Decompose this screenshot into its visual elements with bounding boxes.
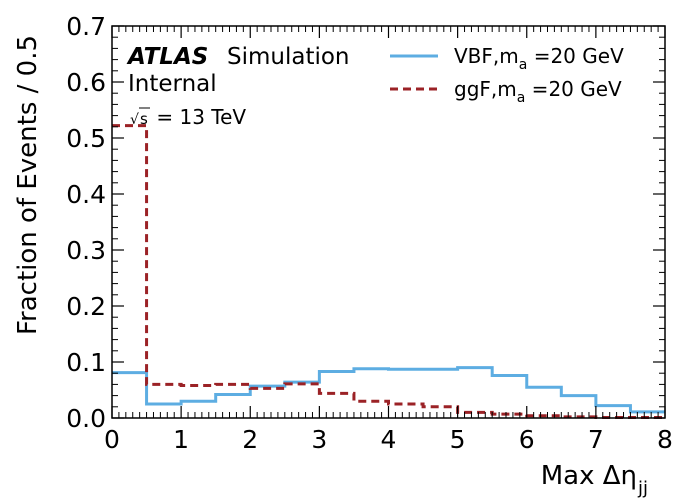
y-tick-label: 0.1 xyxy=(66,348,106,377)
x-tick-label: 5 xyxy=(450,425,466,454)
x-tick-label: 2 xyxy=(242,425,258,454)
svg-text:√: √ xyxy=(130,112,139,128)
x-axis-title-main: Max Δη xyxy=(541,461,637,491)
legend-entry-ggf: ggF,ma =20 GeV xyxy=(390,77,622,106)
y-tick-label: 0.4 xyxy=(66,180,106,209)
x-tick-label: 1 xyxy=(173,425,189,454)
x-axis-title: Max Δη jj xyxy=(541,461,648,499)
legend-label-ggf: ggF,ma =20 GeV xyxy=(454,77,622,106)
legend-entry-vbf: VBF,ma =20 GeV xyxy=(390,44,624,73)
y-tick-label: 0.2 xyxy=(66,292,106,321)
energy-value: = 13 TeV xyxy=(150,105,246,129)
y-tick-label: 0.3 xyxy=(66,236,106,265)
series-line-vbf xyxy=(112,366,665,414)
x-axis-title-subscript: jj xyxy=(637,478,648,499)
y-tick-label: 0.6 xyxy=(66,68,106,97)
x-tick-label: 8 xyxy=(657,425,673,454)
series-line-ggf xyxy=(112,124,665,419)
y-tick-label: 0.7 xyxy=(66,12,106,41)
energy-sqrt-s: s xyxy=(140,110,148,128)
energy-label: √ s = 13 TeV xyxy=(130,105,246,129)
legend: VBF,ma =20 GeV ggF,ma =20 GeV xyxy=(390,44,624,106)
y-tick-label: 0.5 xyxy=(66,124,106,153)
x-tick-label: 0 xyxy=(104,425,120,454)
x-tick-label: 6 xyxy=(519,425,535,454)
x-tick-label: 4 xyxy=(381,425,397,454)
atlas-experiment-label: ATLAS xyxy=(126,44,208,70)
x-tick-label: 7 xyxy=(588,425,604,454)
atlas-simulation-label: Simulation xyxy=(227,44,350,70)
atlas-status-label: Internal xyxy=(128,71,217,97)
atlas-label: ATLAS Simulation Internal √ s = 13 TeV xyxy=(126,44,350,129)
legend-label-vbf: VBF,ma =20 GeV xyxy=(454,44,624,73)
y-tick-label: 0.0 xyxy=(66,404,106,433)
y-axis-title: Fraction of Events / 0.5 xyxy=(13,35,43,335)
x-tick-label: 3 xyxy=(311,425,327,454)
